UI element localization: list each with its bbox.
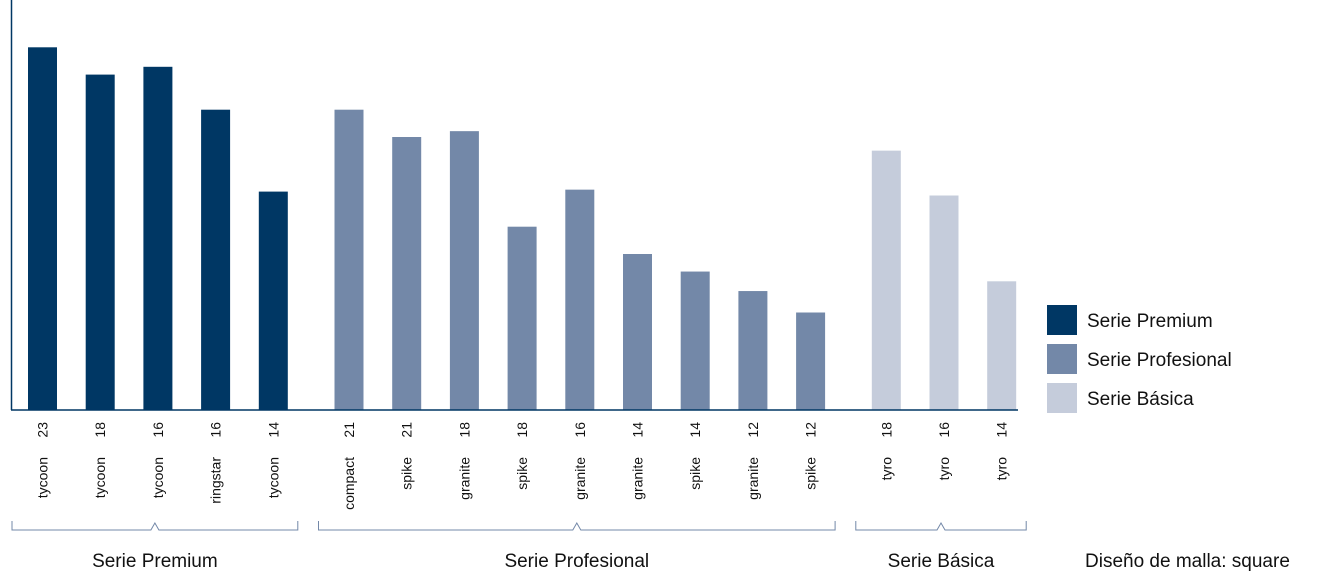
group-bracket (11, 521, 299, 531)
bar-model-label: granite (456, 457, 472, 500)
legend-swatch (1047, 383, 1077, 413)
legend-label: Serie Premium (1087, 311, 1213, 332)
bar-model-label: tycoon (150, 457, 166, 498)
bar (258, 191, 288, 410)
bar (392, 137, 422, 410)
bar-gauge-label: 16 (150, 422, 166, 438)
bar-gauge-label: 14 (265, 422, 281, 438)
legend: Serie Premium Serie Profesional Serie Bási… (1047, 305, 1232, 413)
bar (623, 254, 652, 410)
bar (680, 271, 710, 410)
bar-model-label: ringstar (208, 457, 224, 504)
group-bracket (318, 521, 836, 531)
bars-layer (28, 47, 1017, 411)
bar-gauge-label: 16 (936, 422, 952, 438)
bar (143, 66, 173, 411)
groups-layer: Serie Premium Serie Profesional Serie Bási… (11, 521, 1027, 572)
group-label: Serie Profesional (504, 551, 649, 572)
bar (796, 312, 826, 410)
footnote: Diseño de malla: square (1085, 551, 1290, 572)
bar (334, 109, 364, 410)
bar-gauge-label: 21 (341, 422, 357, 438)
bar (85, 74, 115, 410)
bar (987, 281, 1017, 410)
bar (871, 150, 901, 410)
bar-gauge-label: 18 (514, 422, 530, 438)
bar (738, 291, 768, 410)
bar (449, 131, 479, 410)
group-label: Serie Básica (888, 551, 995, 572)
bar-gauge-label: 16 (208, 422, 224, 438)
bar-gauge-label: 14 (687, 422, 703, 438)
bar-model-label: tyro (994, 457, 1010, 481)
bar-model-label: spike (687, 457, 703, 490)
bar-gauge-label: 14 (630, 422, 646, 438)
bar-model-label: compact (341, 457, 357, 510)
bar-gauge-label: 18 (878, 422, 894, 438)
bar-model-label: tycoon (265, 457, 281, 498)
legend-swatch (1047, 344, 1077, 374)
bar-model-label: tyro (936, 457, 952, 481)
group-label: Serie Premium (92, 551, 218, 572)
bar-model-label: tycoon (92, 457, 108, 498)
bar-model-label: spike (803, 457, 819, 490)
bar-model-label: granite (630, 457, 646, 500)
bar-model-label: spike (514, 457, 530, 490)
bar-gauge-label: 14 (994, 422, 1010, 438)
bar-model-label: spike (399, 457, 415, 490)
bar (28, 47, 57, 411)
legend-label: Serie Profesional (1087, 350, 1232, 371)
bar (929, 195, 959, 410)
bar-model-label: granite (745, 457, 761, 500)
bar-gauge-label: 18 (92, 422, 108, 438)
bar-gauge-label: 23 (35, 422, 51, 438)
bar (201, 109, 231, 410)
legend-swatch (1047, 305, 1077, 335)
bar-model-label: granite (572, 457, 588, 500)
bar-gauge-label: 18 (456, 422, 472, 438)
legend-label: Serie Básica (1087, 389, 1194, 410)
bar-gauge-label: 16 (572, 422, 588, 438)
labels-layer: 23 tycoon 18 tycoon 16 tycoon 16 ringstar 14 tyco… (35, 422, 1010, 510)
bar-gauge-label: 21 (399, 422, 415, 438)
bar (507, 226, 537, 410)
group-bracket (855, 521, 1027, 531)
bar-model-label: tycoon (35, 457, 51, 498)
bar-gauge-label: 12 (745, 422, 761, 438)
bar-gauge-label: 12 (803, 422, 819, 438)
bar (565, 189, 595, 410)
bar-model-label: tyro (878, 457, 894, 481)
